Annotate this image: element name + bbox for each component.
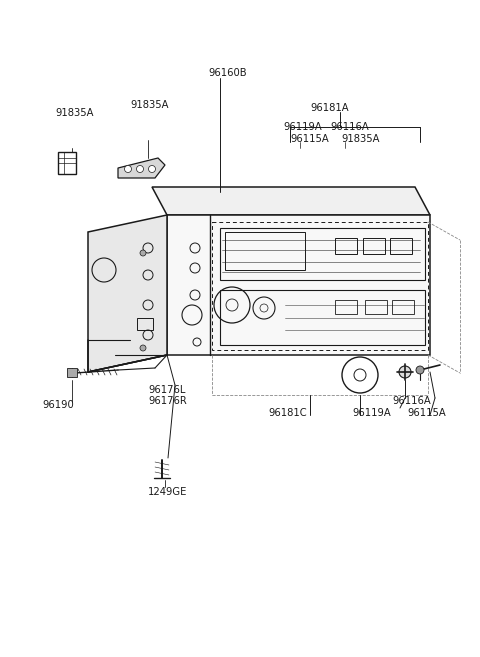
Bar xyxy=(225,232,305,270)
Bar xyxy=(363,238,385,254)
Bar xyxy=(67,368,77,377)
Circle shape xyxy=(416,366,424,374)
Circle shape xyxy=(140,250,146,256)
Text: 96119A: 96119A xyxy=(352,408,391,418)
Bar xyxy=(392,300,414,314)
Text: 96115A: 96115A xyxy=(407,408,446,418)
Bar xyxy=(212,222,428,350)
Text: 1249GE: 1249GE xyxy=(148,487,187,497)
Circle shape xyxy=(124,166,132,173)
Circle shape xyxy=(399,366,411,378)
Circle shape xyxy=(148,166,156,173)
Bar xyxy=(335,238,357,254)
Circle shape xyxy=(136,166,144,173)
Text: 91835A: 91835A xyxy=(130,100,168,110)
Polygon shape xyxy=(88,215,167,372)
Bar xyxy=(335,300,357,314)
Text: 91835A: 91835A xyxy=(341,134,380,144)
Bar xyxy=(365,300,387,314)
Bar xyxy=(220,290,425,345)
Text: 96190: 96190 xyxy=(42,400,74,410)
Text: 96116A: 96116A xyxy=(330,122,369,132)
Bar xyxy=(58,152,76,174)
Text: 91835A: 91835A xyxy=(55,108,94,118)
Text: 96160B: 96160B xyxy=(208,68,247,78)
Text: 96116A: 96116A xyxy=(392,396,431,406)
Polygon shape xyxy=(118,158,165,178)
Text: 96176R: 96176R xyxy=(148,396,187,406)
Bar xyxy=(137,318,153,330)
Text: 96115A: 96115A xyxy=(290,134,329,144)
Bar xyxy=(220,228,425,280)
Text: 96181C: 96181C xyxy=(268,408,307,418)
Text: 96119A: 96119A xyxy=(283,122,322,132)
Text: 96181A: 96181A xyxy=(310,103,348,113)
Circle shape xyxy=(140,345,146,351)
Bar xyxy=(390,238,412,254)
Polygon shape xyxy=(167,215,430,355)
Polygon shape xyxy=(152,187,430,215)
Text: 96176L: 96176L xyxy=(148,385,185,395)
